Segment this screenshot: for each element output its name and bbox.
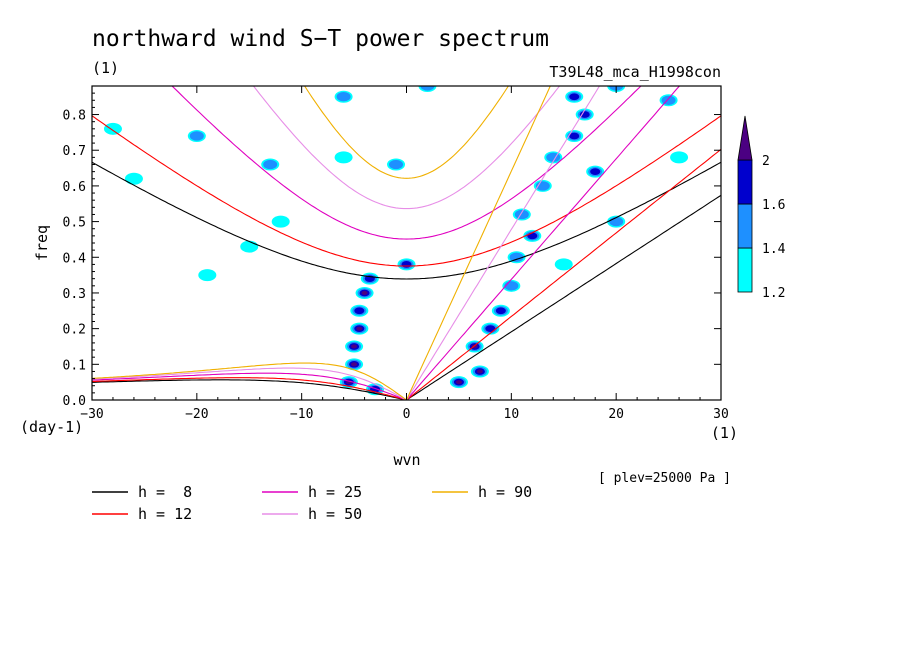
rossby-curve — [92, 367, 407, 400]
plev-annotation: [ plev=25000 Pa ] — [598, 471, 731, 486]
x-axis: −30 −20 −10 0 10 20 30 — [80, 86, 729, 422]
colorbar-segment — [737, 247, 753, 293]
legend-label: h = 25 — [308, 483, 362, 501]
contour-region — [334, 151, 353, 164]
contour-layer — [103, 86, 689, 396]
contour-region — [103, 122, 122, 135]
plot-frame — [91, 85, 722, 401]
y-tick-label: 0.2 — [63, 323, 86, 338]
rossby-curve — [92, 377, 407, 400]
y-unit-label: (day-1) — [20, 418, 83, 436]
contour-region — [485, 325, 496, 332]
contour-region — [495, 307, 506, 315]
x-tick-label: −30 — [80, 407, 103, 422]
chart-subtitle-right: T39L48_mca_H1998con — [549, 63, 721, 81]
contour-region — [554, 258, 573, 271]
contour-region — [124, 172, 143, 185]
rossby-curve — [92, 379, 407, 400]
contour-region — [609, 216, 624, 227]
y-tick-label: 0.4 — [63, 251, 87, 266]
kelvin-curve — [406, 86, 681, 400]
rossby-curve — [92, 362, 407, 400]
contour-region — [579, 111, 590, 118]
colorbar-label: 1.4 — [762, 242, 786, 257]
contour-region — [271, 215, 290, 228]
x-tick-label: −10 — [290, 407, 313, 422]
kelvin-curve — [406, 194, 721, 400]
contour-region — [336, 92, 351, 102]
contour-region — [455, 380, 462, 385]
contour-region — [569, 132, 580, 140]
legend-label: h = 90 — [478, 483, 532, 501]
dispersion-curves — [92, 86, 721, 400]
legend: h = 8 h = 12 h = 25 h = 50 h = 90 — [92, 483, 532, 523]
y-tick-label: 0.6 — [63, 180, 86, 195]
x-tick-label: 0 — [403, 407, 411, 422]
wig-curve — [171, 86, 642, 240]
colorbar-label: 2 — [762, 154, 770, 169]
wig-curve — [92, 115, 721, 267]
legend-label: h = 50 — [308, 505, 362, 523]
contour-region — [361, 290, 368, 295]
chart-title: northward wind S−T power spectrum — [92, 26, 549, 52]
colorbar-segment — [737, 203, 753, 249]
contour-region — [240, 240, 259, 253]
contour-region — [263, 159, 278, 170]
contour-region — [401, 261, 412, 268]
chart-subtitle-left: (1) — [92, 59, 119, 77]
y-tick-label: 0.8 — [63, 109, 86, 124]
y-axis: 0.0 0.1 0.2 0.3 0.4 0.5 0.6 0.7 0.8 — [63, 92, 721, 409]
y-tick-label: 0.7 — [63, 144, 86, 159]
kelvin-curve — [406, 86, 601, 400]
legend-label: h = 8 — [138, 483, 192, 501]
x-unit-label: (1) — [711, 424, 738, 442]
contour-region — [420, 86, 435, 91]
contour-region — [514, 209, 529, 220]
x-tick-label: 20 — [608, 407, 624, 422]
x-tick-label: −20 — [185, 407, 208, 422]
contour-region — [189, 131, 204, 141]
contour-region — [351, 344, 358, 349]
contour-region — [569, 93, 580, 101]
colorbar: 1.2 1.4 1.6 2 — [737, 115, 786, 301]
contour-region — [509, 252, 524, 262]
y-axis-title: freq — [33, 225, 51, 261]
contour-region — [354, 307, 365, 315]
contour-region — [198, 269, 217, 282]
contour-region — [351, 362, 358, 367]
x-tick-label: 30 — [713, 407, 729, 422]
wig-curve — [303, 86, 510, 179]
wig-curve — [252, 86, 561, 210]
colorbar-label: 1.2 — [762, 286, 785, 301]
x-axis-title: wvn — [393, 451, 420, 469]
rossby-curve — [92, 372, 407, 400]
y-tick-label: 0.0 — [63, 394, 86, 409]
y-tick-label: 0.3 — [63, 287, 86, 302]
contour-region — [527, 232, 538, 240]
y-tick-label: 0.1 — [63, 358, 86, 373]
x-tick-label: 10 — [504, 407, 520, 422]
contour-region — [388, 159, 404, 170]
y-tick-label: 0.5 — [63, 216, 86, 231]
wig-curve — [92, 161, 721, 280]
legend-label: h = 12 — [138, 505, 192, 523]
contour-region — [356, 326, 363, 331]
contour-region — [670, 151, 689, 164]
colorbar-segment — [737, 159, 753, 205]
contour-region — [476, 369, 483, 374]
colorbar-label: 1.6 — [762, 198, 785, 213]
contour-region — [590, 168, 601, 175]
colorbar-extension — [737, 115, 753, 161]
kelvin-curve — [406, 148, 721, 400]
kelvin-curve — [405, 86, 551, 400]
